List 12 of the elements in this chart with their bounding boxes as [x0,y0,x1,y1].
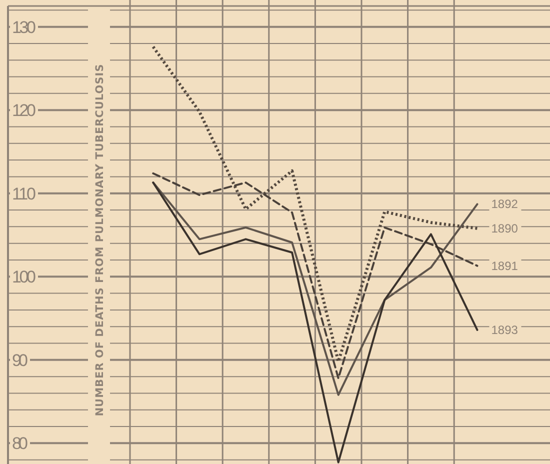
y-tick-label: 80 [12,434,28,454]
series-label: 1893 [491,322,518,337]
series-label: 1892 [491,197,518,212]
line-series [152,182,478,464]
y-tick-label: 100 [12,268,36,287]
y-tick-label: 110 [12,184,36,204]
y-axis-title: NUMBER OF DEATHS FROM PULMONARY TUBERCULOSIS [94,64,106,416]
series-label: 1891 [491,258,518,273]
y-tick-label: 120 [12,101,36,120]
series-label: 1890 [491,221,518,236]
y-tick-label: 90 [12,350,28,370]
y-tick-label: 130 [12,18,36,37]
